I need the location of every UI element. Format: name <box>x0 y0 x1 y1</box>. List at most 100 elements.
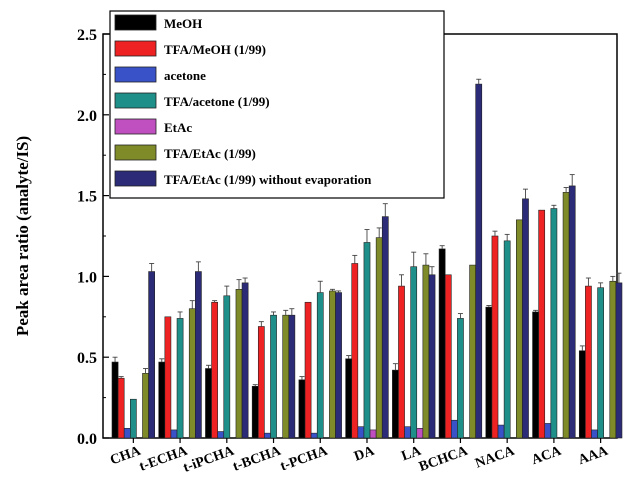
bar <box>438 248 446 439</box>
legend-label: MeOH <box>164 16 202 31</box>
bar <box>288 314 296 439</box>
bar <box>335 292 342 439</box>
x-tick-label: t-PCHA <box>278 443 330 474</box>
bar <box>578 350 586 439</box>
bar <box>444 274 452 439</box>
bar <box>241 282 249 439</box>
bar <box>532 311 539 439</box>
bar <box>469 264 476 439</box>
bar <box>491 235 499 439</box>
bar <box>164 316 172 439</box>
bar <box>357 426 365 439</box>
x-tick-label: BCHCA <box>417 443 470 475</box>
bar <box>345 358 353 439</box>
bar <box>550 208 558 439</box>
x-tick-label: NACA <box>473 443 517 471</box>
bar <box>522 198 529 439</box>
legend-swatch <box>114 14 157 31</box>
bar <box>211 301 218 439</box>
y-tick-label: 2.5 <box>77 27 97 44</box>
bar <box>223 295 231 439</box>
bar <box>410 266 418 439</box>
bar <box>282 314 290 439</box>
bar <box>310 432 318 439</box>
legend-label: TFA/MeOH (1/99) <box>164 42 266 57</box>
bar <box>170 429 178 439</box>
bar <box>392 369 399 439</box>
bar <box>568 185 576 439</box>
bar <box>422 264 430 439</box>
bar <box>591 429 598 439</box>
bar <box>205 368 212 439</box>
bar <box>475 83 483 439</box>
legend-swatch <box>114 118 157 135</box>
legend-box <box>109 10 445 199</box>
y-tick-label: 1.5 <box>77 189 97 206</box>
bar <box>351 263 359 439</box>
legend-label: TFA/EtAc (1/99) <box>164 146 256 161</box>
bar <box>123 428 131 439</box>
bar <box>516 219 523 439</box>
bar <box>235 289 243 439</box>
bar <box>158 361 166 439</box>
bar <box>562 192 570 439</box>
bar <box>597 287 604 439</box>
bar <box>428 274 436 439</box>
bar <box>142 373 149 439</box>
bar <box>609 280 617 439</box>
bar <box>111 361 119 439</box>
bar <box>503 240 511 439</box>
legend-swatch <box>114 144 157 161</box>
x-tick-label: t-ECHA <box>138 443 191 474</box>
bar <box>298 379 306 439</box>
y-axis: 0.0 0.5 1.0 1.5 2.0 2.5 <box>77 27 109 448</box>
bar <box>544 423 552 439</box>
bar <box>404 426 411 439</box>
bar <box>130 398 137 439</box>
bar <box>176 318 184 439</box>
bar <box>538 209 546 439</box>
legend-swatch <box>114 92 157 109</box>
bar <box>375 237 383 439</box>
bar <box>316 292 324 439</box>
legend-label: EtAc <box>164 120 192 135</box>
x-tick-label: ACA <box>530 443 564 468</box>
bar <box>398 285 405 439</box>
legend-label: TFA/EtAc (1/99) without evaporation <box>164 172 372 187</box>
bar <box>251 385 259 439</box>
bar <box>264 432 271 439</box>
bar <box>304 301 312 439</box>
legend-label: TFA/acetone (1/99) <box>164 94 270 109</box>
bar <box>450 419 458 439</box>
bar <box>363 242 371 439</box>
legend-swatch <box>114 66 157 83</box>
bar <box>217 431 225 439</box>
bar <box>381 216 389 439</box>
y-tick-label: 0.0 <box>77 431 97 448</box>
bar <box>485 306 493 439</box>
x-tick-label: AAA <box>576 443 610 468</box>
x-tick-label: LA <box>400 443 424 464</box>
y-tick-label: 2.0 <box>77 108 97 125</box>
bar <box>188 308 196 439</box>
bar <box>270 314 277 439</box>
bar <box>497 424 505 439</box>
y-tick-label: 1.0 <box>77 269 97 286</box>
legend: MeOH TFA/MeOH (1/99) acetone TFA/acetone (1… <box>109 10 445 199</box>
y-tick-label: 0.5 <box>77 350 97 367</box>
bar <box>117 377 125 439</box>
bars-layer <box>111 78 623 439</box>
bar <box>457 318 464 439</box>
legend-swatch <box>114 40 157 57</box>
legend-swatch <box>114 170 157 187</box>
bar <box>369 429 377 439</box>
bar <box>195 271 202 439</box>
bar <box>257 326 265 439</box>
legend-label: acetone <box>164 68 206 83</box>
x-tick-label: t-iPCHA <box>181 443 237 475</box>
x-tick-label: t-BCHA <box>231 443 284 474</box>
bar <box>148 271 156 439</box>
bar <box>585 285 592 439</box>
